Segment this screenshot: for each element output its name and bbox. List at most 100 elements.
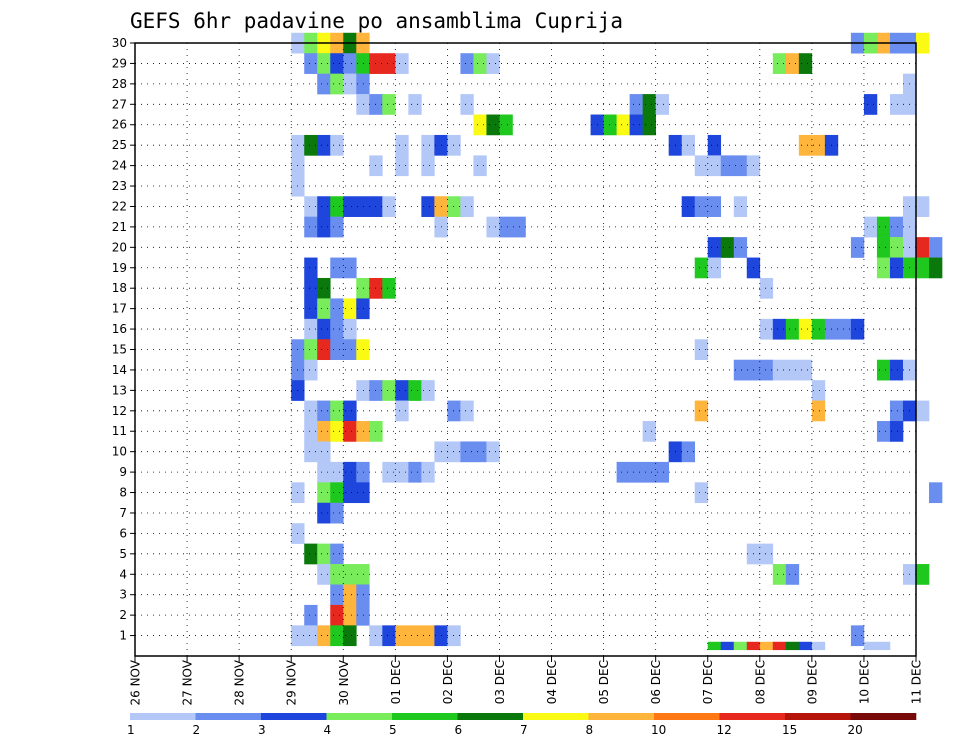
heatmap-cell bbox=[330, 134, 344, 156]
heatmap-cell bbox=[382, 277, 396, 299]
x-tick-label: 01 DEC bbox=[389, 660, 403, 704]
x-tick-label: 28 NOV bbox=[233, 659, 247, 705]
heatmap-cell bbox=[642, 421, 656, 442]
heatmap-cells bbox=[291, 32, 943, 651]
y-tick-label: 3 bbox=[119, 588, 127, 602]
heatmap-cell bbox=[720, 237, 735, 258]
heatmap-cell bbox=[343, 584, 357, 606]
heatmap-cell bbox=[356, 564, 370, 585]
y-tick-label: 20 bbox=[112, 240, 127, 254]
heatmap-cell bbox=[356, 196, 370, 217]
y-tick-label: 12 bbox=[112, 404, 127, 418]
heatmap-cell bbox=[356, 380, 370, 401]
heatmap-cell bbox=[343, 73, 357, 95]
heatmap-cell bbox=[330, 604, 344, 626]
heatmap-cell bbox=[343, 461, 357, 483]
y-tick-label: 15 bbox=[112, 343, 127, 357]
heatmap-cell bbox=[317, 216, 331, 238]
heatmap-cell bbox=[876, 359, 891, 381]
heatmap-cell bbox=[356, 482, 370, 504]
heatmap-cell bbox=[330, 73, 344, 95]
heatmap-cell bbox=[395, 155, 409, 177]
heatmap-cell bbox=[317, 441, 331, 463]
heatmap-cell bbox=[317, 73, 331, 95]
heatmap-cell bbox=[317, 564, 331, 585]
heatmap-cell bbox=[876, 216, 891, 238]
heatmap-cell bbox=[304, 441, 318, 463]
heatmap-cell bbox=[694, 400, 709, 422]
heatmap-cell bbox=[473, 114, 487, 136]
y-tick-label: 10 bbox=[112, 445, 127, 459]
heatmap-cell bbox=[304, 421, 318, 442]
heatmap-cell bbox=[317, 502, 331, 524]
heatmap-cell bbox=[460, 400, 474, 422]
heatmap-cell bbox=[707, 155, 722, 177]
heatmap-cell bbox=[330, 543, 344, 565]
heatmap-cell bbox=[356, 461, 370, 483]
heatmap-cell bbox=[395, 400, 409, 422]
heatmap-cell bbox=[798, 134, 813, 156]
heatmap-cell bbox=[317, 400, 331, 422]
heatmap-cell bbox=[382, 625, 396, 647]
heatmap-cell bbox=[382, 196, 396, 217]
heatmap-cell bbox=[317, 339, 331, 361]
y-tick-label: 16 bbox=[112, 322, 127, 336]
y-tick-label: 6 bbox=[119, 526, 127, 540]
heatmap-cell bbox=[330, 625, 344, 647]
heatmap-cell bbox=[343, 196, 357, 217]
heatmap-cell bbox=[343, 339, 357, 361]
heatmap-cell bbox=[317, 196, 331, 217]
heatmap-cell bbox=[720, 155, 735, 177]
heatmap-cell bbox=[356, 53, 370, 74]
x-tick-label: 27 NOV bbox=[181, 659, 195, 705]
heatmap-cell bbox=[889, 421, 904, 442]
heatmap-cell bbox=[811, 318, 826, 340]
heatmap-cell bbox=[694, 155, 709, 177]
heatmap-cell bbox=[876, 237, 891, 258]
y-tick-label: 24 bbox=[112, 159, 127, 173]
y-tick-label: 29 bbox=[112, 56, 127, 70]
x-tick-label: 02 DEC bbox=[441, 660, 455, 704]
heatmap-cell bbox=[772, 641, 787, 651]
heatmap-cell bbox=[850, 237, 865, 258]
heatmap-cell bbox=[460, 53, 474, 74]
heatmap-cell bbox=[382, 461, 396, 483]
heatmap-cell bbox=[655, 461, 669, 483]
heatmap-cell bbox=[330, 318, 344, 340]
heatmap-cell bbox=[707, 196, 722, 217]
y-tick-label: 13 bbox=[112, 383, 127, 397]
heatmap-cell bbox=[447, 134, 461, 156]
heatmap-cell bbox=[304, 53, 318, 74]
heatmap-cell bbox=[929, 482, 943, 504]
heatmap-cell bbox=[330, 298, 344, 320]
heatmap-cell bbox=[421, 134, 435, 156]
colorbar-label: 5 bbox=[389, 723, 397, 737]
heatmap-cell bbox=[395, 625, 409, 647]
heatmap-cell bbox=[343, 400, 357, 422]
heatmap-cell bbox=[330, 421, 344, 442]
heatmap-cell bbox=[343, 564, 357, 585]
heatmap-cell bbox=[395, 134, 409, 156]
heatmap-cell bbox=[343, 53, 357, 74]
colorbar-label: 7 bbox=[520, 723, 528, 737]
heatmap-cell bbox=[304, 625, 318, 647]
heatmap-cell bbox=[889, 359, 904, 381]
heatmap-cell bbox=[733, 196, 748, 217]
colorbar-label: 12 bbox=[717, 723, 732, 737]
heatmap-cell bbox=[916, 196, 930, 217]
heatmap-cell bbox=[798, 641, 813, 651]
y-tick-label: 5 bbox=[119, 547, 127, 561]
heatmap-cell bbox=[330, 461, 344, 483]
heatmap-cell bbox=[382, 94, 396, 115]
heatmap-cell bbox=[772, 564, 787, 585]
heatmap-cell bbox=[421, 461, 435, 483]
heatmap-cell bbox=[772, 318, 787, 340]
heatmap-cell bbox=[356, 584, 370, 606]
heatmap-cell bbox=[759, 359, 774, 381]
heatmap-cell bbox=[356, 604, 370, 626]
y-tick-label: 17 bbox=[112, 302, 127, 316]
heatmap-cell bbox=[421, 196, 435, 217]
heatmap-cell bbox=[889, 94, 904, 115]
colorbar-swatch bbox=[654, 713, 720, 720]
heatmap-cell bbox=[916, 257, 930, 279]
